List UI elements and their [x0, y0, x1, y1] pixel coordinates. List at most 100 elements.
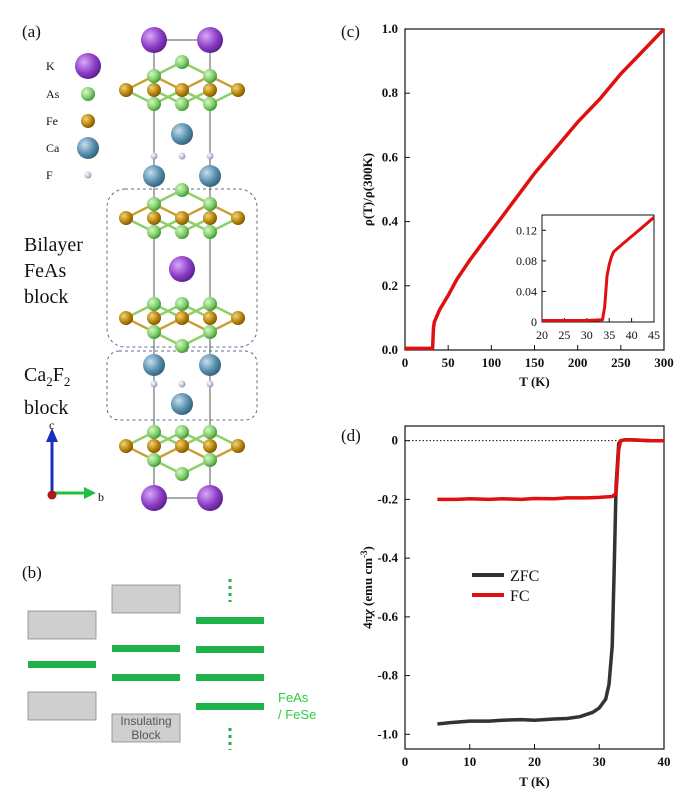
feas-layer-1-fe-atom [203, 83, 217, 97]
chart-d-ytick-label: -0.4 [377, 550, 398, 565]
k-atom [141, 27, 167, 53]
feas-layer-2-fe-atom [231, 211, 245, 225]
feas-layer-3-fe-atom [203, 311, 217, 325]
chart-c-ytick-label: 0.4 [382, 214, 399, 229]
bilayer-block-label: Bilayer FeAs block [24, 232, 83, 310]
insulating-label-1: Insulating [120, 714, 171, 728]
chart-d-legend-label-fc: FC [510, 588, 530, 605]
f-atom [206, 380, 214, 388]
feas-layer-3-fe-atom [175, 311, 189, 325]
schematic-layer [196, 703, 264, 710]
feas-layer-1-as-atom [175, 55, 189, 69]
feas-layer-4-as-atom [203, 425, 217, 439]
chart-c-inset-xtick-label: 30 [581, 328, 593, 342]
panel-a-label: (a) [22, 22, 41, 41]
f-atom [206, 152, 214, 160]
feas-layer-4-as-atom [175, 425, 189, 439]
chart-c-ytick-label: 0.6 [382, 149, 399, 164]
feas-label-1: FeAs [278, 690, 309, 705]
axis-b-label: b [98, 490, 104, 504]
chart-c-inset-xtick-label: 20 [536, 328, 548, 342]
chart-d-ylabel: 4πχ (emu cm-3) [359, 546, 375, 629]
chart-d-ytick-label: -0.8 [377, 668, 398, 683]
feas-layer-4-fe-atom [119, 439, 133, 453]
legend-fe-sphere [81, 114, 95, 128]
chart-c-series-line [405, 27, 666, 351]
legend-label-ca: Ca [46, 141, 60, 155]
chart-d-xlabel: T (K) [519, 774, 549, 789]
c-axis-arrowhead [46, 428, 58, 442]
k-atom [169, 256, 195, 282]
ca2f2-line1: Ca2F2 [24, 362, 70, 395]
schematic-layer [112, 645, 180, 652]
feas-layer-4-fe-atom [175, 439, 189, 453]
chart-c-xtick-label: 200 [568, 355, 588, 370]
legend-label-fe: Fe [46, 114, 58, 128]
f-atom [178, 380, 186, 388]
feas-layer-3-as-atom [147, 325, 161, 339]
chart-c-xlabel: T (K) [519, 374, 549, 389]
schematic-layer [28, 661, 96, 668]
feas-layer-2-fe-atom [119, 211, 133, 225]
chart-c-inset-xtick-label: 40 [626, 328, 638, 342]
chart-c-xtick-label: 300 [654, 355, 674, 370]
insulating-label-2: Block [131, 728, 161, 742]
chart-c-ytick-label: 1.0 [382, 21, 398, 36]
feas-layer-2-fe-atom [147, 211, 161, 225]
ca-atom [143, 165, 165, 187]
feas-layer-1-fe-atom [119, 83, 133, 97]
k-atom [141, 485, 167, 511]
feas-layer-1-fe-atom [147, 83, 161, 97]
chart-c-xtick-label: 50 [442, 355, 455, 370]
feas-layer-3-as-atom [203, 297, 217, 311]
feas-label-2: / FeSe [278, 707, 316, 722]
feas-layer-1-as-atom [203, 97, 217, 111]
feas-layer-3-as-atom [147, 297, 161, 311]
ca-atom [199, 354, 221, 376]
chart-c-inset-ytick-label: 0 [531, 315, 537, 329]
ca2f2-sub1: 2 [46, 374, 53, 389]
ca-atom [171, 123, 193, 145]
feas-layer-1-as-atom [147, 69, 161, 83]
bilayer-line3: block [24, 286, 69, 308]
feas-layer-2-as-atom [147, 225, 161, 239]
feas-layer-4-as-atom [147, 453, 161, 467]
chart-d-xtick-label: 30 [593, 754, 606, 769]
chart-c-inset-xtick-label: 45 [648, 328, 660, 342]
feas-layer-4-fe-atom [231, 439, 245, 453]
chart-d-xtick-label: 20 [528, 754, 541, 769]
schematic-layer [196, 674, 264, 681]
feas-layer-3-as-atom [203, 325, 217, 339]
f-atom [178, 152, 186, 160]
ca2f2-line2: block [24, 397, 69, 419]
chart-d-ytick-label: -0.6 [377, 609, 398, 624]
f-atom [150, 380, 158, 388]
feas-layer-2-as-atom [147, 197, 161, 211]
chart-d-ytick-label: -1.0 [377, 726, 398, 741]
b-axis-arrowhead [84, 487, 96, 499]
a-axis-dot [47, 490, 57, 500]
feas-layer-2-as-atom [175, 183, 189, 197]
axis-c-label: c [49, 418, 55, 432]
feas-layer-1-fe-atom [231, 83, 245, 97]
chart-c-ytick-label: 0.0 [382, 342, 398, 357]
chart-d-ytick-label: 0 [392, 433, 399, 448]
chart-d-ylabel-ylabel_main: 4π [360, 615, 375, 629]
schematic-layer [196, 646, 264, 653]
panel-c-label: (c) [341, 22, 360, 41]
legend-f-sphere [84, 171, 92, 179]
chart-c-inset-ytick-label: 0.04 [516, 284, 537, 298]
panel-b-label: (b) [22, 563, 42, 582]
schematic-layer [112, 674, 180, 681]
ca-atom [199, 165, 221, 187]
feas-layer-2-as-atom [203, 197, 217, 211]
schematic-layer [196, 617, 264, 624]
k-atom [197, 485, 223, 511]
bilayer-line1: Bilayer [24, 234, 83, 256]
chart-c-inset-xtick-label: 35 [603, 328, 615, 342]
chart-d-xtick-label: 0 [402, 754, 409, 769]
feas-layer-3-fe-atom [231, 311, 245, 325]
ca2f2-ca: Ca [24, 364, 47, 386]
